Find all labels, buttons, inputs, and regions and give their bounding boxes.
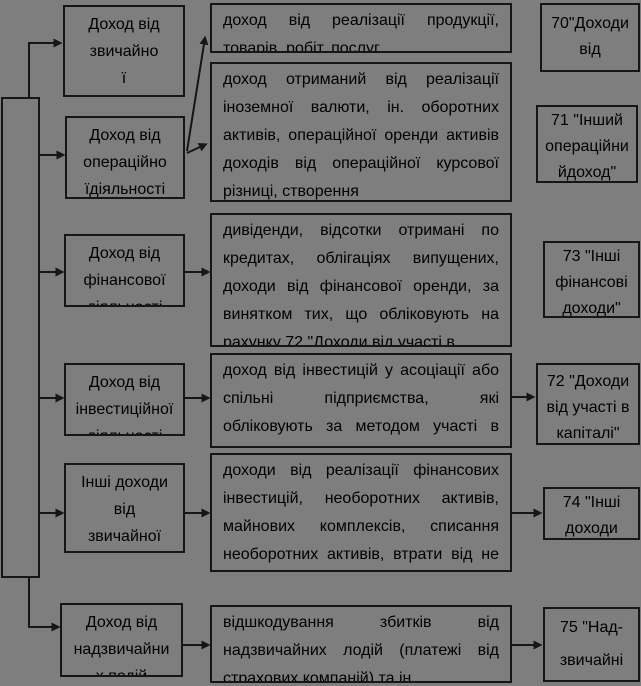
category-box-operating-activity: Доход від операційно їдіяльності	[65, 116, 185, 199]
connector-spine-to-category-6	[28, 578, 61, 632]
description-box-investment-income: доход від інвестицій у асоціації або спі…	[210, 353, 512, 448]
connector-spine-to-category-1	[28, 38, 63, 97]
description-box-operating-income: доход отриманий від реалізації іноземної…	[210, 62, 512, 202]
description-box-extraordinary-income: відшкодування збитків від надзвичайних л…	[210, 605, 512, 683]
category-box-ordinary-activity: Доход від звичайно ї	[63, 5, 185, 97]
category-box-financial-activity: Доход від фінансової діяльності	[64, 234, 185, 307]
account-box-74: 74 "Інші доходи	[543, 487, 640, 540]
account-box-75: 75 "Над- звичайні доходи"	[543, 607, 640, 682]
description-box-financial-income: дивіденди, відсотки отримані по кредитах…	[210, 213, 512, 347]
category-box-extraordinary-events: Доход від надзвичайни х подій	[60, 603, 183, 677]
category-box-investing-activity: Доход від інвестиційної діяльності	[64, 363, 185, 436]
spine-box	[1, 97, 40, 578]
description-box-other-ordinary-income: доходи від реалізації фінансових інвести…	[210, 453, 512, 572]
account-box-73: 73 "Інші фінансові доходи"	[543, 241, 640, 318]
account-box-70: 70"Доходи від	[540, 3, 640, 72]
connector-category2-to-description2	[186, 143, 208, 154]
account-box-71: 71 "Інший операційни йдоход"	[536, 105, 638, 183]
connector-category2-to-description1	[186, 35, 209, 152]
category-box-other-ordinary-income: Інші доходи від звичайної діяльності	[64, 463, 185, 553]
account-box-72: 72 "Доходи від участі в капіталі"	[536, 363, 640, 445]
description-box-sales-revenue: доход від реалізації продукції, товарів,…	[210, 3, 512, 53]
